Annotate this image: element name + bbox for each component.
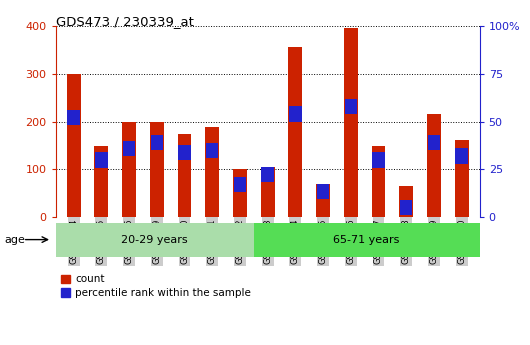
Bar — [67, 110, 80, 126]
Bar — [288, 47, 302, 217]
Bar — [94, 146, 108, 217]
Bar — [261, 167, 275, 217]
Bar — [289, 106, 302, 122]
Bar — [427, 115, 441, 217]
Bar — [56, 223, 253, 257]
Bar — [205, 127, 219, 217]
Bar — [455, 140, 469, 217]
Bar — [344, 99, 357, 114]
Text: age: age — [4, 235, 25, 245]
Bar — [372, 146, 385, 217]
Bar — [316, 184, 330, 217]
Bar — [317, 184, 329, 199]
Legend: count, percentile rank within the sample: count, percentile rank within the sample — [61, 274, 251, 298]
Bar — [150, 122, 164, 217]
Bar — [206, 143, 218, 158]
Bar — [151, 135, 163, 150]
Bar — [344, 28, 358, 217]
Bar — [400, 200, 412, 215]
Bar — [178, 134, 191, 217]
Bar — [233, 169, 247, 217]
Bar — [123, 141, 135, 156]
Bar — [399, 186, 413, 217]
Bar — [455, 148, 468, 164]
Bar — [428, 135, 440, 150]
Bar — [122, 122, 136, 217]
Bar — [372, 152, 385, 168]
Bar — [253, 223, 480, 257]
Bar — [234, 177, 246, 193]
Bar — [67, 74, 81, 217]
Bar — [95, 152, 108, 168]
Text: 20-29 years: 20-29 years — [121, 235, 188, 245]
Text: GDS473 / 230339_at: GDS473 / 230339_at — [56, 16, 193, 29]
Bar — [178, 145, 191, 160]
Bar — [261, 167, 274, 183]
Text: 65-71 years: 65-71 years — [333, 235, 400, 245]
